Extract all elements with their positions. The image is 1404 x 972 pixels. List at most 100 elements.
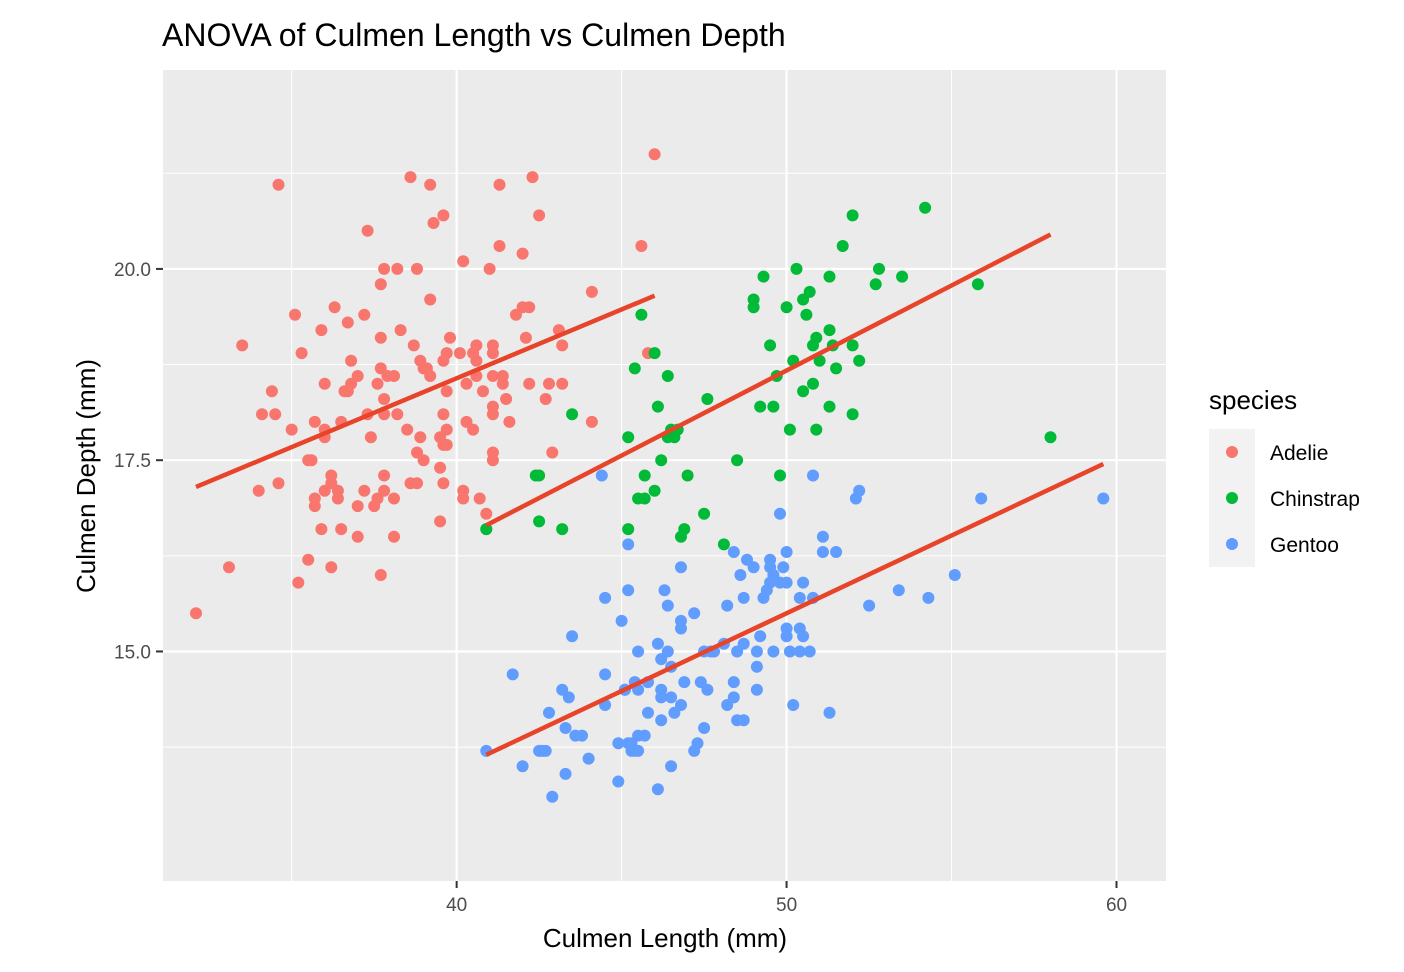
data-point-chinstrap	[717, 538, 730, 551]
data-point-gentoo	[816, 530, 829, 543]
data-point-gentoo	[622, 584, 635, 597]
data-point-adelie	[414, 431, 427, 444]
data-point-chinstrap	[1044, 431, 1057, 444]
data-point-gentoo	[774, 507, 786, 520]
data-point-chinstrap	[533, 515, 546, 528]
data-point-gentoo	[665, 760, 678, 773]
x-axis: 40 50 60	[446, 881, 1127, 916]
y-tick-label: 17.5	[114, 451, 151, 472]
data-point-adelie	[292, 576, 305, 589]
x-tick-label: 50	[776, 895, 797, 916]
data-point-gentoo	[797, 630, 810, 643]
legend-label-chinstrap: Chinstrap	[1270, 488, 1360, 511]
major-gridlines	[163, 70, 1166, 881]
data-point-adelie	[496, 370, 509, 382]
data-point-gentoo	[599, 668, 612, 681]
data-point-gentoo	[767, 645, 780, 658]
data-point-adelie	[533, 209, 546, 222]
data-point-gentoo	[632, 744, 645, 757]
data-point-adelie	[444, 331, 456, 344]
data-point-adelie	[256, 408, 268, 421]
data-point-adelie	[424, 370, 437, 382]
data-point-chinstrap	[830, 362, 843, 375]
data-point-adelie	[295, 347, 308, 360]
data-point-adelie	[407, 339, 420, 352]
data-point-chinstrap	[678, 523, 691, 536]
data-point-adelie	[635, 240, 648, 252]
data-point-gentoo	[737, 637, 750, 650]
data-point-gentoo	[727, 691, 740, 704]
data-point-adelie	[223, 561, 235, 574]
data-point-adelie	[308, 415, 321, 428]
data-point-adelie	[543, 377, 555, 390]
data-point-chinstrap	[681, 469, 694, 482]
data-point-adelie	[486, 400, 499, 413]
data-point-gentoo	[655, 683, 668, 696]
data-point-chinstrap	[638, 492, 651, 505]
data-point-gentoo	[701, 683, 714, 696]
data-point-adelie	[477, 385, 489, 398]
data-point-gentoo	[678, 676, 691, 689]
data-point-gentoo	[675, 699, 687, 711]
data-point-adelie	[190, 607, 202, 620]
data-point-gentoo	[803, 645, 816, 658]
data-point-gentoo	[975, 492, 988, 505]
data-point-chinstrap	[661, 370, 674, 382]
data-point-chinstrap	[807, 377, 819, 390]
data-point-gentoo	[655, 714, 668, 727]
data-point-chinstrap	[774, 469, 786, 482]
data-point-chinstrap	[919, 201, 932, 214]
data-point-adelie	[503, 415, 516, 428]
data-point-gentoo	[816, 546, 829, 558]
data-point-adelie	[358, 484, 371, 497]
data-point-gentoo	[830, 546, 843, 558]
data-point-chinstrap	[797, 385, 810, 398]
data-point-chinstrap	[780, 301, 793, 314]
legend-key-adelie	[1226, 446, 1238, 458]
data-point-chinstrap	[810, 331, 823, 344]
data-point-gentoo	[780, 546, 793, 558]
data-point-adelie	[411, 262, 423, 275]
data-point-adelie	[364, 431, 377, 444]
data-point-adelie	[371, 377, 384, 390]
data-point-adelie	[486, 339, 499, 352]
data-point-chinstrap	[783, 423, 796, 436]
data-point-gentoo	[734, 569, 747, 581]
data-point-adelie	[345, 354, 358, 367]
data-point-adelie	[325, 469, 338, 482]
legend-key-chinstrap	[1226, 492, 1238, 504]
data-point-chinstrap	[747, 293, 760, 306]
data-point-adelie	[315, 324, 328, 337]
data-point-adelie	[378, 469, 391, 482]
data-point-adelie	[424, 178, 437, 191]
data-point-adelie	[388, 530, 400, 543]
data-point-gentoo	[797, 576, 810, 589]
data-point-adelie	[285, 423, 298, 436]
data-point-adelie	[411, 477, 423, 490]
legend-key-gentoo	[1226, 538, 1238, 550]
data-point-adelie	[252, 484, 265, 497]
data-point-gentoo	[787, 699, 800, 711]
data-point-chinstrap	[896, 270, 909, 283]
data-point-adelie	[341, 316, 354, 329]
data-point-gentoo	[599, 591, 612, 604]
data-point-adelie	[302, 553, 315, 566]
data-point-adelie	[236, 339, 249, 352]
data-point-gentoo	[783, 645, 796, 658]
data-point-gentoo	[691, 737, 704, 750]
data-point-chinstrap	[767, 400, 780, 413]
data-point-adelie	[272, 178, 285, 191]
data-point-gentoo	[688, 607, 701, 620]
data-point-adelie	[440, 438, 453, 451]
data-point-gentoo	[665, 691, 678, 704]
data-point-gentoo	[615, 614, 628, 627]
data-point-chinstrap	[757, 270, 770, 283]
data-point-adelie	[269, 408, 282, 421]
data-point-chinstrap	[651, 400, 664, 413]
data-point-gentoo	[675, 561, 687, 574]
x-axis-label: Culmen Length (mm)	[543, 923, 787, 953]
data-point-gentoo	[675, 622, 687, 635]
data-point-gentoo	[661, 645, 674, 658]
data-point-gentoo	[750, 683, 763, 696]
data-point-chinstrap	[638, 469, 651, 482]
